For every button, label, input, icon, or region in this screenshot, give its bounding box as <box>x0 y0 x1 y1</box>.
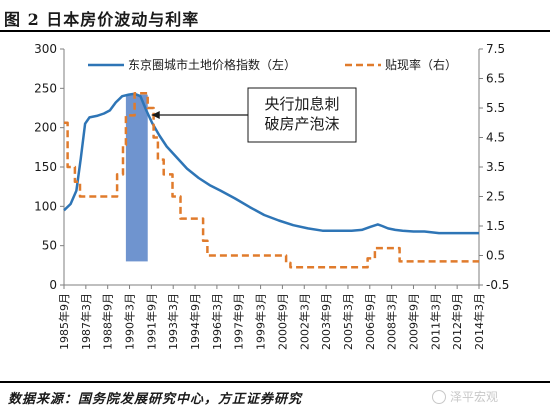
y-right-tick-label: 2.5 <box>486 190 505 204</box>
annotation-text: 央行加息刺 <box>264 95 339 113</box>
x-tick-label: 2003年9月 <box>319 293 333 350</box>
x-tick-label: 2005年3月 <box>341 293 355 350</box>
y-right-tick-label: 7.5 <box>486 42 505 56</box>
annotation-arrowhead <box>151 111 160 119</box>
source-note: 数据来源：国务院发展研究中心，方正证券研究 <box>8 392 303 407</box>
figure-title: 图 2 日本房价波动与利率 <box>4 10 200 29</box>
y-right-tick-label: 4.5 <box>486 131 505 145</box>
watermark-text: 泽平宏观 <box>450 390 499 404</box>
y-right-tick-label: 0.5 <box>486 249 505 263</box>
x-tick-label: 1987年3月 <box>79 293 93 350</box>
y-left-tick-label: 100 <box>34 199 57 213</box>
legend-label-land-price: 东京圈城市土地价格指数（左） <box>128 57 296 72</box>
y-left-tick-label: 50 <box>42 239 57 253</box>
bottom-rule <box>0 381 550 383</box>
annotation-box <box>247 87 357 143</box>
x-tick-label: 2006年9月 <box>363 293 377 350</box>
legend-label-discount-rate: 贴现率（右） <box>385 57 457 72</box>
x-tick-label: 1990年3月 <box>123 293 137 350</box>
y-left-tick-label: 0 <box>49 278 57 292</box>
chart: 0 50 100 150 200 250 300 -0.5 0.5 1.5 2.5 3.5 4.5 5.5… <box>34 42 509 350</box>
y-left-tick-label: 150 <box>34 160 57 174</box>
x-tick-label: 1991年9月 <box>144 293 158 350</box>
x-tick-label: 1996年3月 <box>210 293 224 350</box>
x-tick-label: 2002年3月 <box>297 293 311 350</box>
x-tick-label: 1999年3月 <box>254 293 268 350</box>
x-tick-label: 2009年9月 <box>406 293 420 350</box>
shaded-period <box>125 94 148 262</box>
x-tick-label: 1988年9月 <box>101 293 115 350</box>
watermark: 泽平宏观 <box>432 388 498 405</box>
x-tick-label: 2011年3月 <box>428 293 442 350</box>
x-tick-label: 1985年9月 <box>57 293 71 350</box>
y-left-tick-label: 300 <box>34 42 57 56</box>
x-tick-label: 2008年3月 <box>385 293 399 350</box>
watermark-logo-icon <box>432 389 446 404</box>
x-tick-label: 2000年9月 <box>275 293 289 350</box>
x-tick-label: 1997年9月 <box>232 293 246 350</box>
y-right-tick-label: 1.5 <box>486 219 505 233</box>
x-tick-label: 2014年3月 <box>472 293 486 350</box>
x-tick-label: 1994年9月 <box>188 293 202 350</box>
land-price-line <box>63 92 479 235</box>
y-right-tick-label: 6.5 <box>486 72 505 86</box>
y-left-tick-label: 250 <box>34 81 57 95</box>
top-rule <box>0 30 550 32</box>
x-tick-label: 2012年9月 <box>450 293 464 350</box>
x-tick-label: 1993年3月 <box>166 293 180 350</box>
y-left-tick-label: 200 <box>34 121 57 135</box>
annotation-text: 破房产泡沫 <box>264 115 339 133</box>
y-right-tick-label: 5.5 <box>486 101 505 115</box>
y-right-tick-label: -0.5 <box>486 278 509 292</box>
y-right-tick-label: 3.5 <box>486 160 505 174</box>
